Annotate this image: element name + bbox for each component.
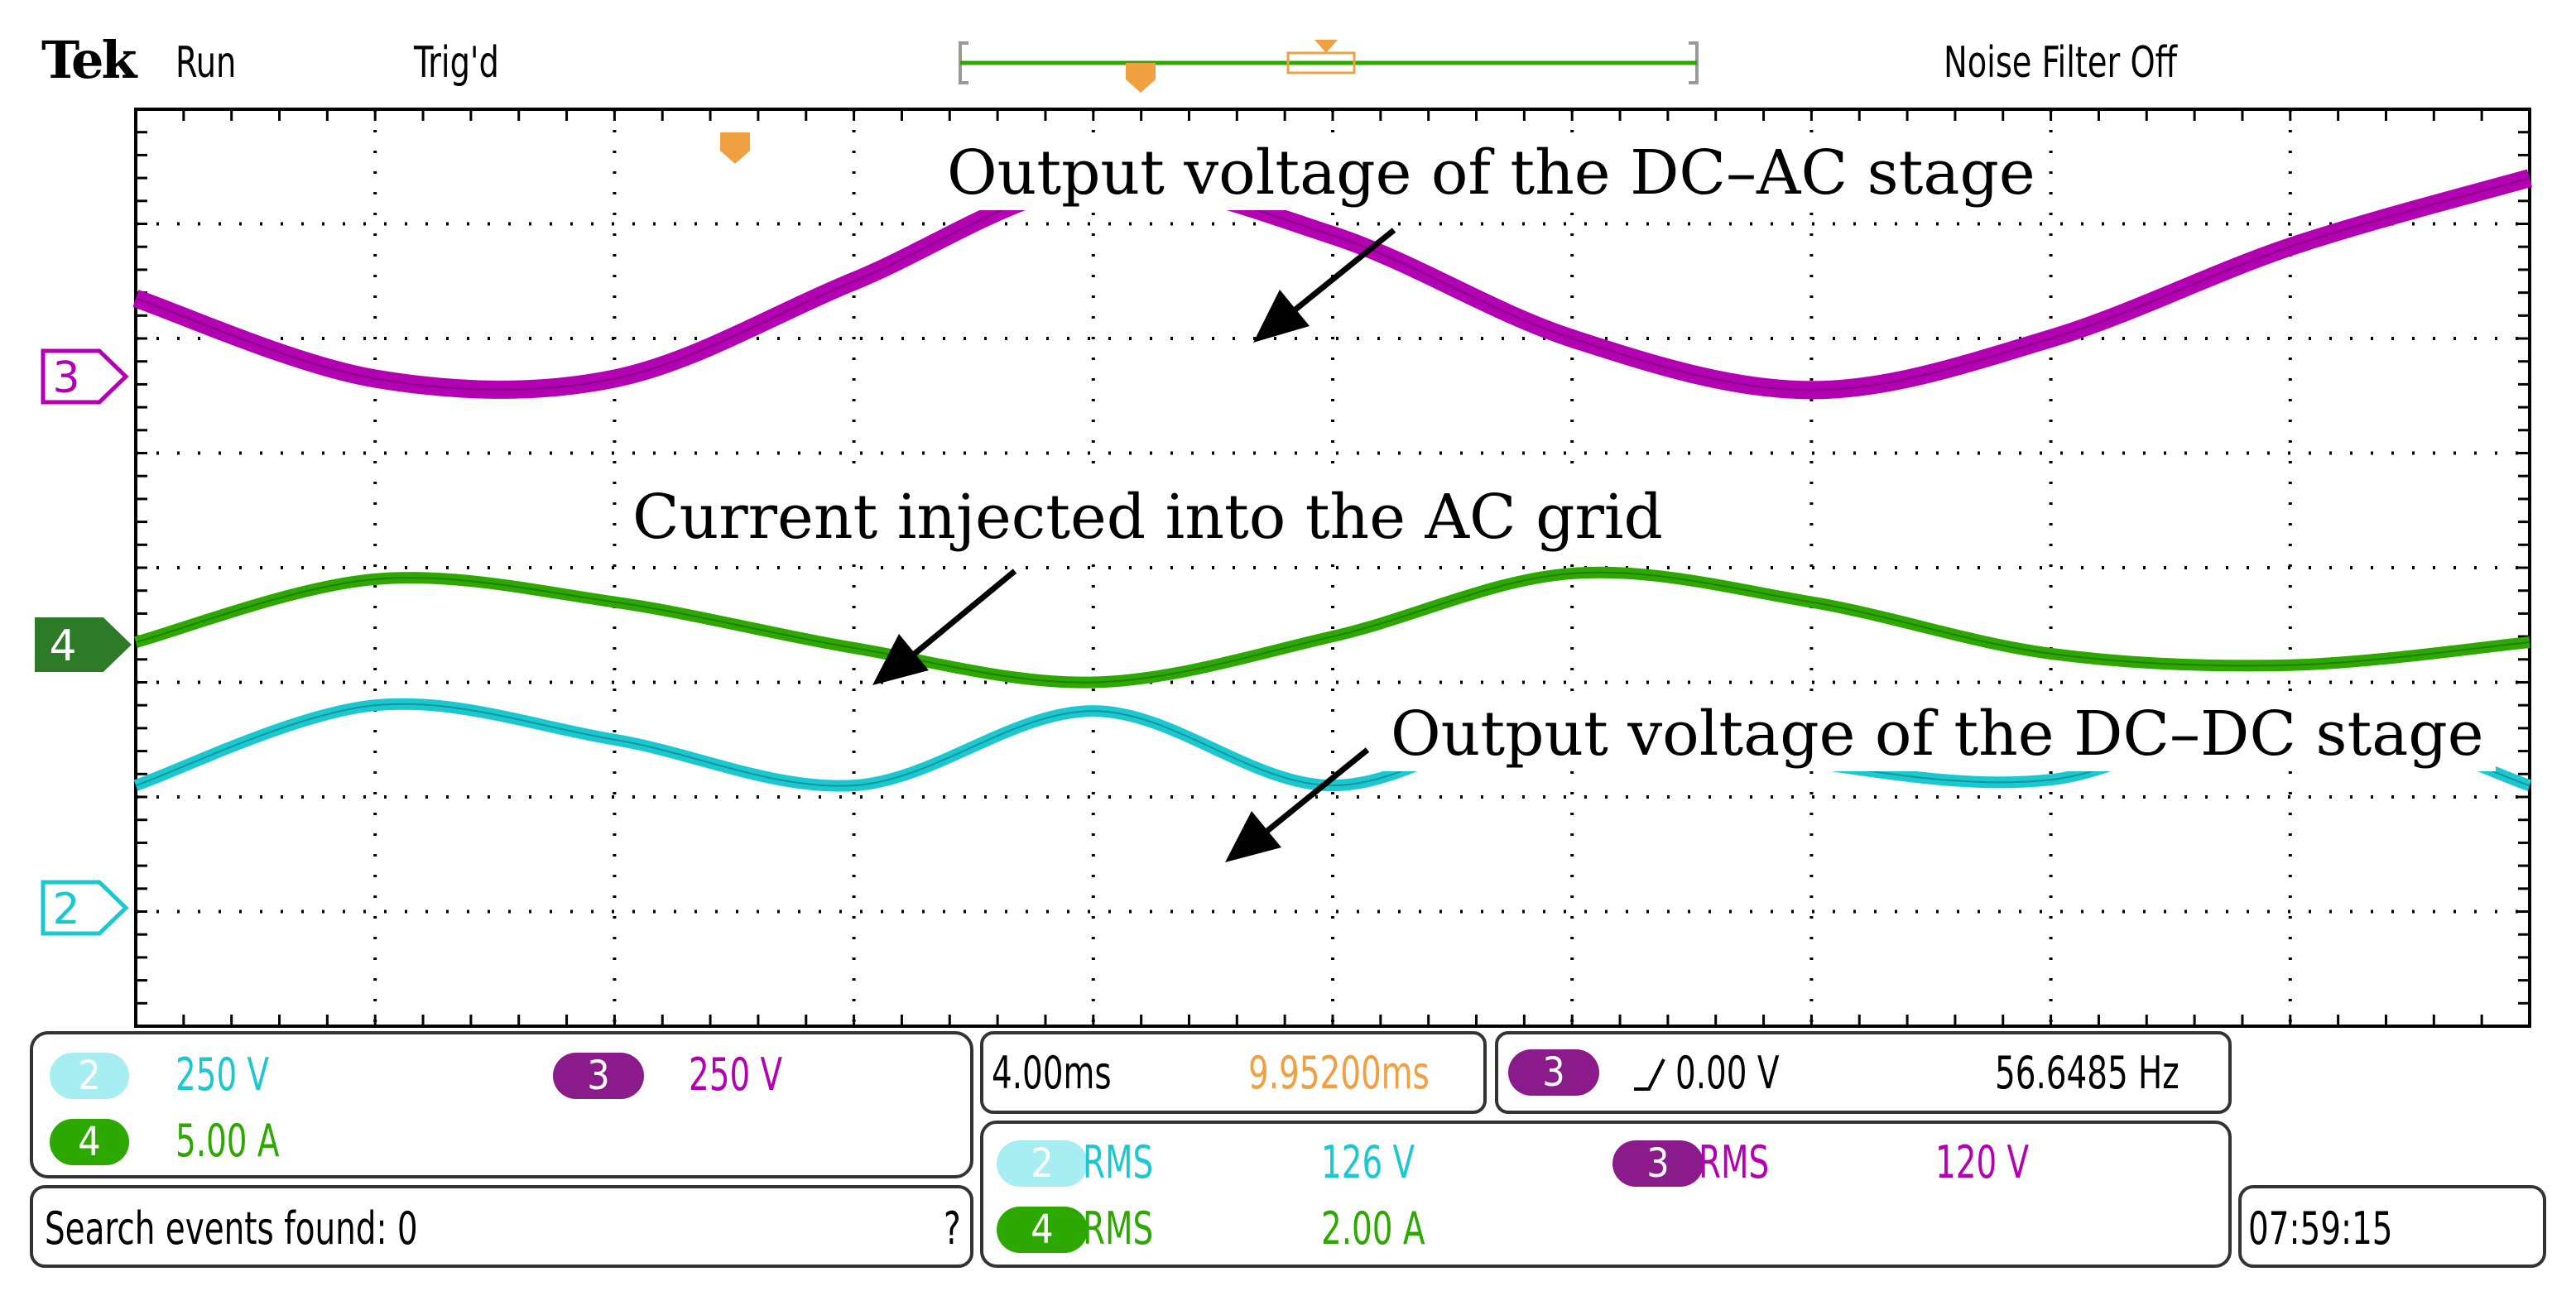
ch3-ground-marker[interactable]: 3 (40, 348, 131, 409)
ch4-scale-value: 5.00 A (175, 1115, 280, 1167)
trace-ch4-edge (135, 571, 2530, 684)
trace-ch3 (132, 169, 2533, 400)
meas1-label: RMS (1083, 1136, 1154, 1188)
clock-time: 07:59:15 (2248, 1202, 2393, 1255)
search-panel[interactable]: Search events found: 0 ? (30, 1185, 973, 1268)
rising-edge-icon (1634, 1058, 1665, 1091)
ch2-scale-value: 250 V (175, 1049, 270, 1101)
meas2-badge[interactable]: 3 (1612, 1140, 1704, 1187)
trigger-position-marker (1314, 40, 1338, 53)
ch3-scale-badge[interactable]: 3 (553, 1053, 644, 1099)
ch2-ground-marker[interactable]: 2 (40, 879, 131, 940)
ch3-marker-label: 3 (52, 353, 79, 403)
search-result-text: Search events found: 0 (45, 1202, 418, 1255)
time-per-div: 4.00ms (992, 1047, 1112, 1099)
annotation-dc-dc-voltage: Output voltage of the DC–DC stage (1379, 697, 2496, 771)
record-view-bar (959, 40, 1699, 93)
ch4-marker-label: 4 (49, 622, 76, 671)
graticule (134, 108, 2531, 1028)
meas1-badge[interactable]: 2 (997, 1140, 1088, 1187)
graticule-frame (134, 108, 2531, 1028)
vertical-scale-panel[interactable]: 2 250 V 3 250 V 4 5.00 A (30, 1031, 973, 1178)
brand-logo: Tek (41, 30, 137, 90)
measurements-panel[interactable]: 2 RMS 126 V 3 RMS 120 V 4 RMS 2.00 A (980, 1121, 2232, 1268)
trigger-level: 0.00 V (1675, 1047, 1780, 1099)
trigger-state: Trig'd (414, 38, 499, 88)
clock-panel: 07:59:15 (2238, 1185, 2546, 1268)
noise-filter-status: Noise Filter Off (1944, 38, 2178, 88)
meas3-value: 2.00 A (1321, 1202, 1425, 1255)
ch4-ground-marker[interactable]: 4 (33, 616, 132, 677)
annotation-grid-current: Current injected into the AC grid (621, 480, 1675, 554)
ch2-marker-label: 2 (52, 885, 79, 934)
trigger-time-marker (720, 132, 750, 164)
annotation-arrows (872, 228, 1396, 862)
trigger-point-marker-top (1126, 63, 1156, 93)
meas1-value: 126 V (1321, 1136, 1415, 1188)
run-state: Run (175, 38, 237, 88)
trace-ch4 (134, 566, 2530, 689)
ch2-scale-badge[interactable]: 2 (50, 1053, 129, 1099)
annotation-dc-ac-voltage: Output voltage of the DC–AC stage (935, 136, 2047, 210)
meas3-badge[interactable]: 4 (997, 1207, 1088, 1253)
ch4-scale-badge[interactable]: 4 (50, 1119, 129, 1165)
ch3-scale-value: 250 V (689, 1049, 783, 1101)
meas2-value: 120 V (1935, 1136, 2030, 1188)
horizontal-position: 9.95200ms (1248, 1047, 1430, 1099)
meas3-label: RMS (1083, 1202, 1154, 1255)
timebase-panel[interactable]: 4.00ms 9.95200ms (980, 1031, 1487, 1114)
trigger-panel[interactable]: 3 0.00 V 56.6485 Hz (1495, 1031, 2232, 1114)
trigger-frequency: 56.6485 Hz (1995, 1047, 2180, 1099)
search-help-button[interactable]: ? (944, 1202, 961, 1255)
trigger-source-badge[interactable]: 3 (1508, 1049, 1599, 1096)
trace-ch3-edge (135, 177, 2530, 391)
meas2-label: RMS (1699, 1136, 1770, 1188)
